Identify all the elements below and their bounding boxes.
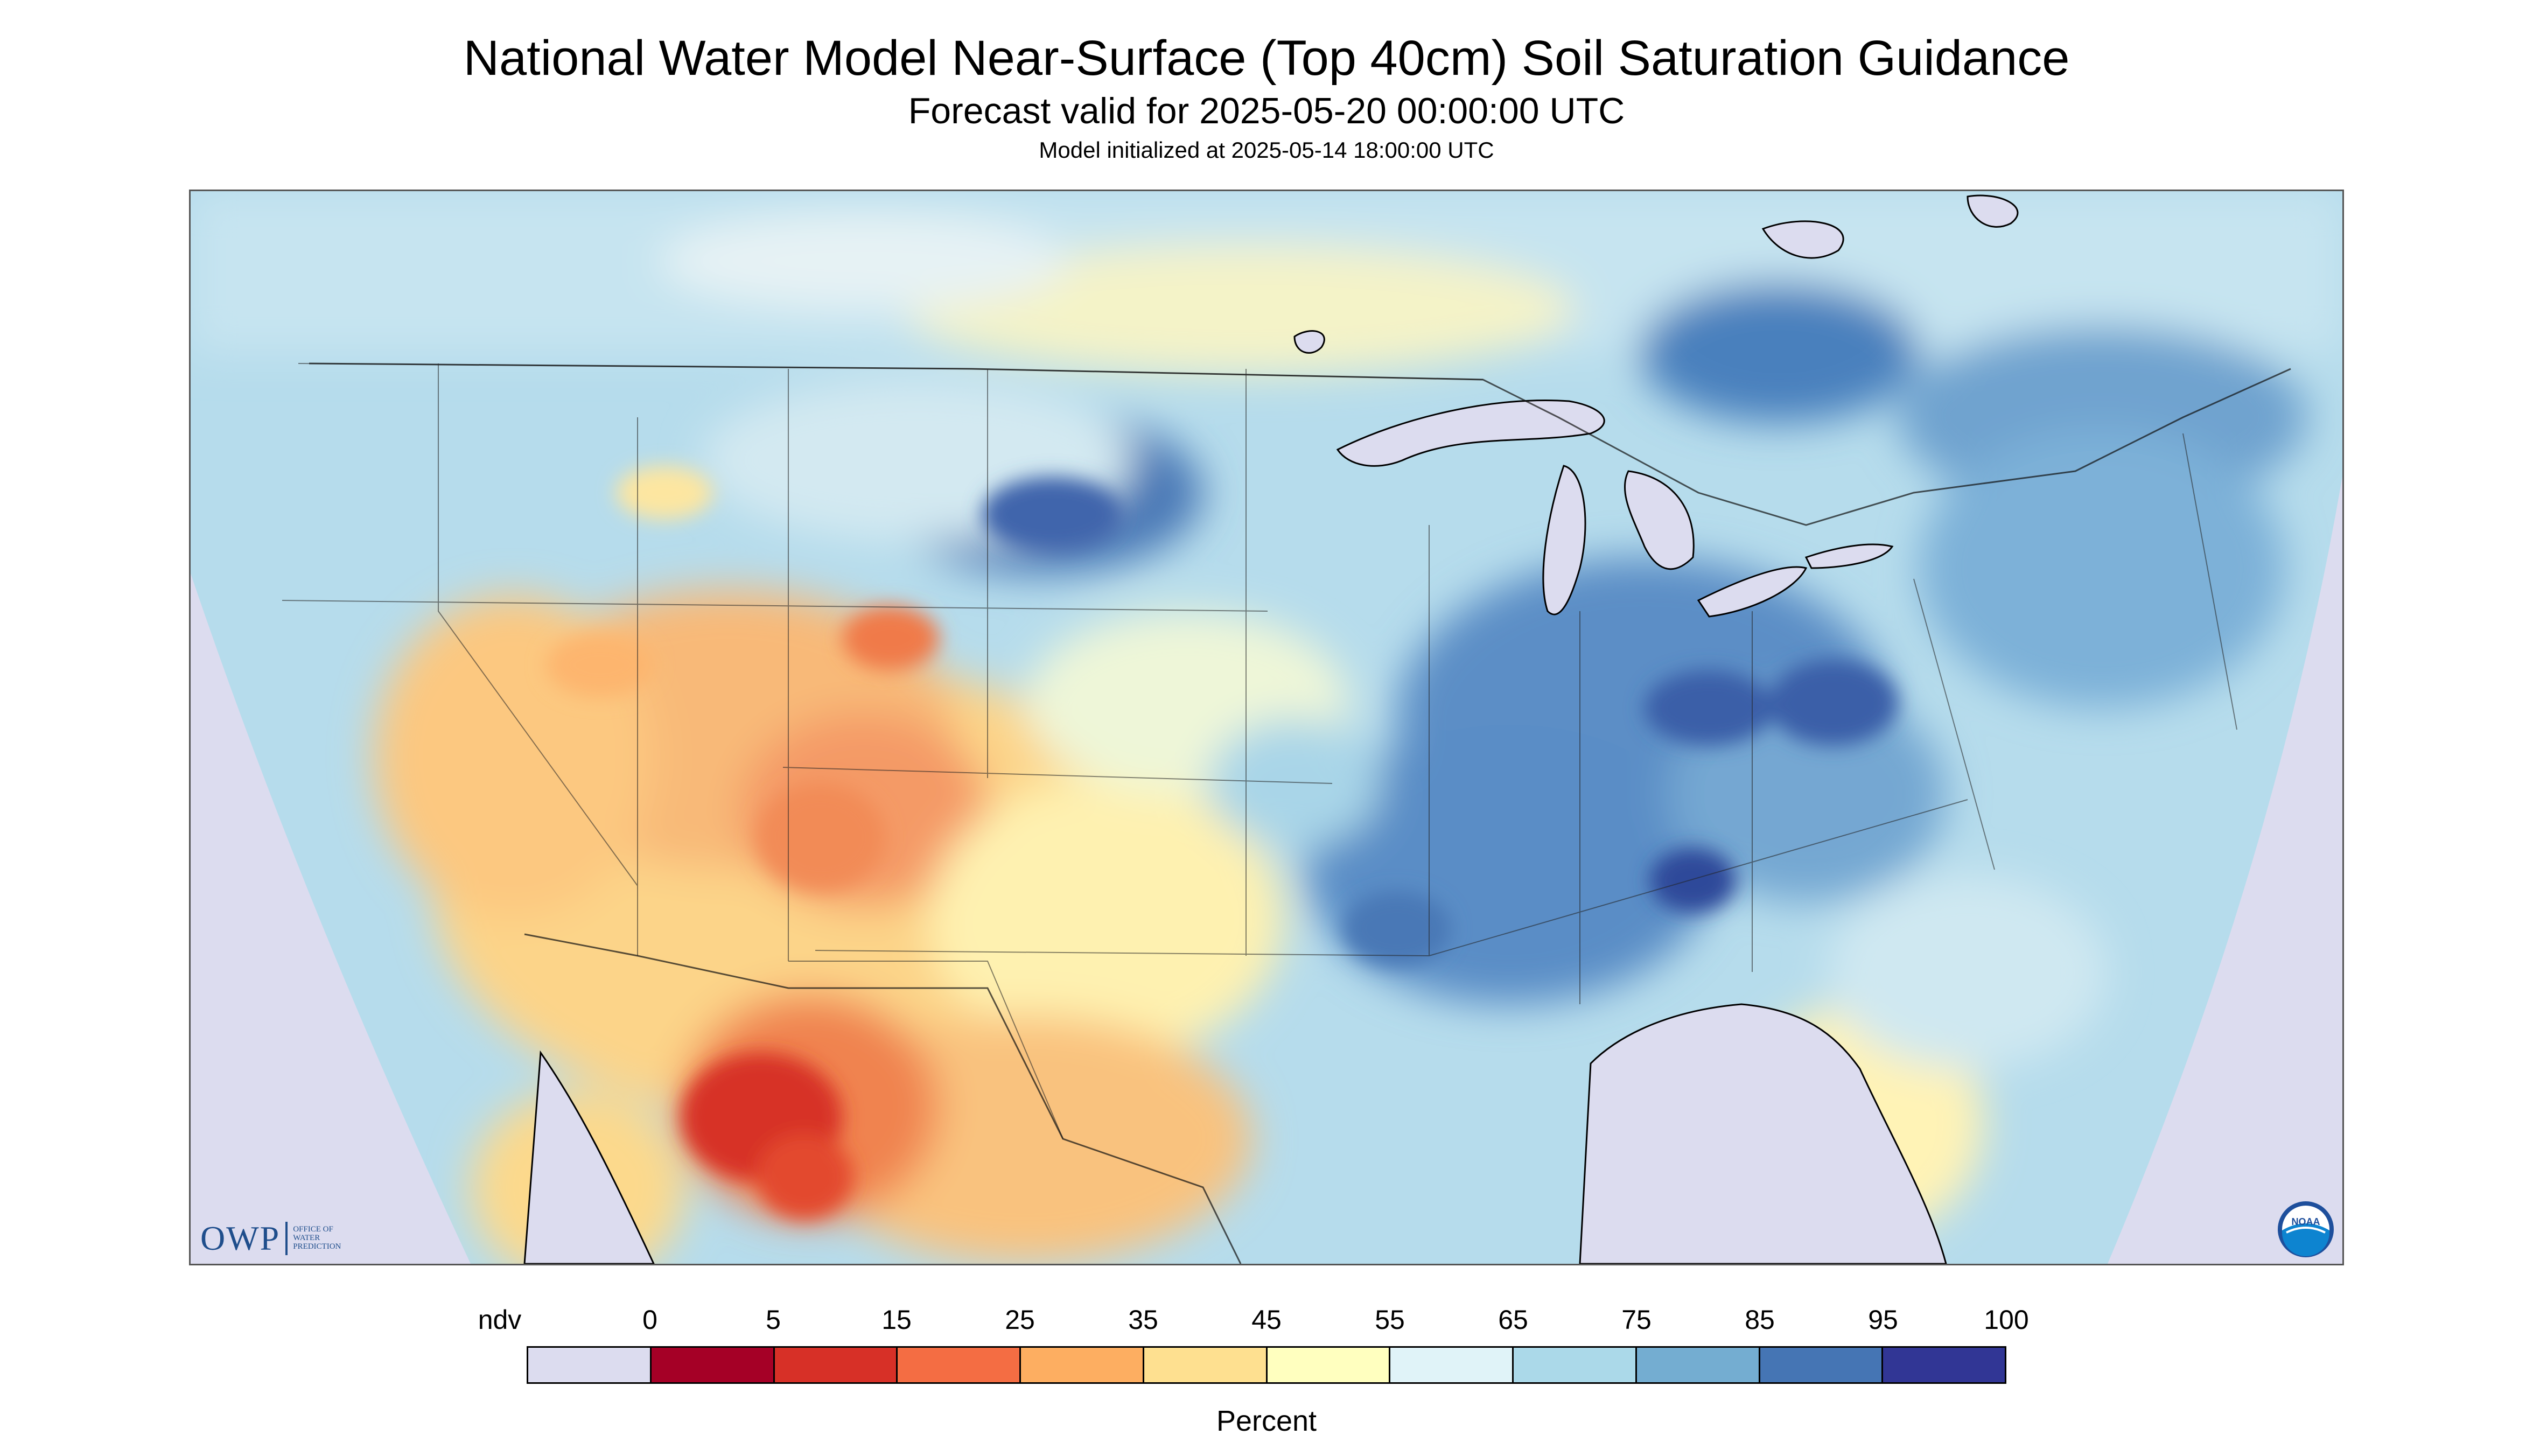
owp-logo-subtext: OFFICE OF WATER PREDICTION (293, 1225, 341, 1251)
model-initialized-line: Model initialized at 2025-05-14 18:00:00… (1039, 137, 1494, 163)
legend-swatch (1760, 1348, 1884, 1382)
legend-label-ndv: ndv (478, 1305, 522, 1335)
legend-label: 25 (1005, 1305, 1035, 1335)
legend-label: 45 (1251, 1305, 1282, 1335)
forecast-valid-subtitle: Forecast valid for 2025-05-20 00:00:00 U… (908, 90, 1625, 131)
legend-label: 5 (766, 1305, 781, 1335)
legend-swatch (1267, 1348, 1391, 1382)
gulf-and-pacific-water (523, 1003, 1947, 1264)
mexico-us-border (524, 933, 1242, 1264)
svg-text:NOAA: NOAA (2292, 1216, 2320, 1227)
legend-label: 65 (1498, 1305, 1528, 1335)
owp-logo-letters: OWP (200, 1219, 281, 1257)
legend-label: 100 (1984, 1305, 2029, 1335)
color-legend-bar (527, 1346, 2006, 1384)
great-lakes (1336, 399, 1894, 618)
model-domain-field (191, 191, 2342, 1264)
legend-swatch (1021, 1348, 1144, 1382)
canada-us-border (309, 362, 2291, 526)
legend-label: 75 (1621, 1305, 1652, 1335)
legend-swatch (898, 1348, 1021, 1382)
legend-label: 85 (1745, 1305, 1775, 1335)
owp-logo: OWP OFFICE OF WATER PREDICTION (200, 1219, 341, 1258)
legend-swatch (1636, 1348, 1760, 1382)
map-title: National Water Model Near-Surface (Top 4… (463, 31, 2070, 86)
legend-swatch-ndv (528, 1348, 652, 1382)
soil-saturation-map: OWP OFFICE OF WATER PREDICTION NOAA (189, 190, 2344, 1265)
legend-swatch (1390, 1348, 1514, 1382)
legend-swatch (1883, 1348, 2005, 1382)
legend-label: 55 (1375, 1305, 1405, 1335)
legend-swatch (1514, 1348, 1637, 1382)
legend-swatch (1144, 1348, 1268, 1382)
legend-label: 95 (1868, 1305, 1898, 1335)
legend-label: 15 (881, 1305, 912, 1335)
legend-title: Percent (1216, 1405, 1317, 1437)
legend-swatch (651, 1348, 775, 1382)
noaa-logo: NOAA (2278, 1201, 2334, 1257)
owp-logo-rule (285, 1222, 288, 1255)
legend-swatch (774, 1348, 898, 1382)
legend-label: 35 (1128, 1305, 1158, 1335)
legend-label: 0 (642, 1305, 657, 1335)
hudson-bay-lakes (1293, 194, 2019, 354)
